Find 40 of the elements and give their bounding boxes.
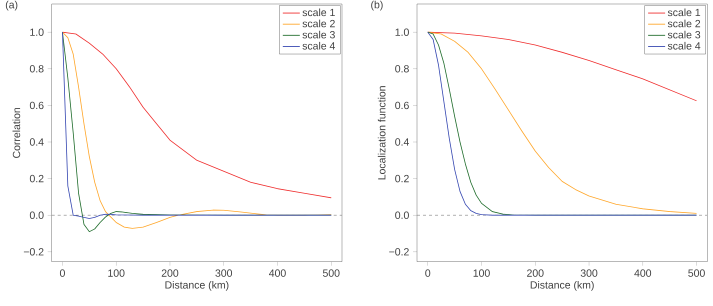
y-tick-label: 0.4 bbox=[30, 138, 44, 146]
y-tick-label: 0.0 bbox=[395, 212, 409, 219]
y-axis-title: Correlation bbox=[12, 108, 20, 158]
x-tick-label: 200 bbox=[162, 269, 178, 277]
legend-label: scale 2 bbox=[668, 20, 700, 28]
x-tick-label: 400 bbox=[268, 269, 286, 277]
chart-title: (b) bbox=[371, 0, 383, 10]
x-tick-label: 300 bbox=[580, 269, 598, 277]
x-tick-label: 500 bbox=[688, 269, 705, 277]
x-tick-label: 0 bbox=[60, 269, 65, 277]
y-tick-label: 0.6 bbox=[30, 102, 44, 110]
legend-label: scale 3 bbox=[302, 30, 335, 38]
chart-title: (a) bbox=[6, 0, 18, 10]
x-tick-label: 100 bbox=[108, 269, 125, 277]
y-tick-label: −0.2 bbox=[389, 248, 409, 256]
y-tick-label: 0.8 bbox=[395, 65, 409, 72]
x-tick-label: 400 bbox=[634, 269, 652, 277]
y-axis-title: Localization function bbox=[378, 86, 386, 180]
legend-label: scale 1 bbox=[302, 8, 335, 16]
x-tick-label: 200 bbox=[527, 269, 544, 277]
legend-label: scale 4 bbox=[668, 42, 700, 50]
y-tick-label: 0.8 bbox=[30, 65, 44, 72]
x-tick-label: 500 bbox=[322, 269, 340, 277]
x-tick-label: 300 bbox=[215, 269, 232, 277]
y-tick-label: 0.4 bbox=[395, 138, 409, 146]
y-tick-label: 0.2 bbox=[30, 174, 44, 182]
legend-label: scale 3 bbox=[668, 30, 700, 38]
y-tick-label: 0.6 bbox=[395, 102, 409, 110]
x-axis-title: Distance (km) bbox=[530, 280, 594, 291]
y-tick-label: 1.0 bbox=[30, 28, 44, 36]
y-tick-label: −0.2 bbox=[24, 248, 44, 256]
y-tick-label: 1.0 bbox=[396, 28, 409, 36]
y-tick-label: 0.0 bbox=[30, 212, 44, 219]
legend-label: scale 2 bbox=[302, 20, 335, 28]
legend-label: scale 1 bbox=[668, 8, 700, 16]
x-tick-label: 0 bbox=[425, 269, 430, 277]
y-tick-label: 0.2 bbox=[395, 174, 409, 182]
x-axis-title: Distance (km) bbox=[165, 280, 228, 291]
legend-label: scale 4 bbox=[302, 42, 336, 50]
x-tick-label: 100 bbox=[474, 269, 490, 277]
